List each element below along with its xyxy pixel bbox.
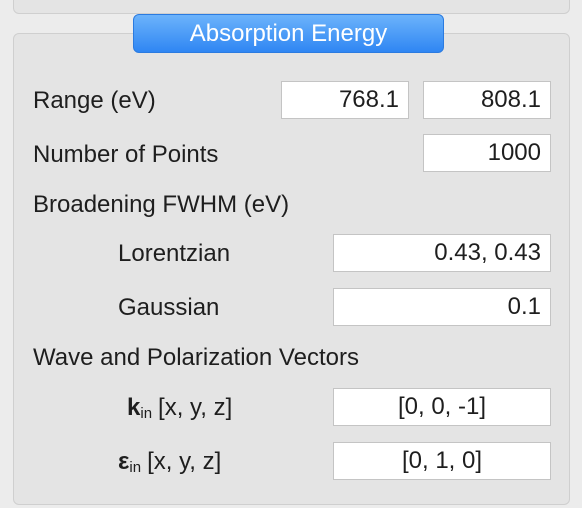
epsilon-in-label: εin [x, y, z] <box>118 447 221 483</box>
range-min-input[interactable]: 768.1 <box>281 81 409 119</box>
lorentzian-label: Lorentzian <box>118 240 231 267</box>
number-of-points-input[interactable]: 1000 <box>423 134 551 172</box>
lorentzian-input[interactable]: 0.43, 0.43 <box>333 234 551 272</box>
number-of-points-label: Number of Points <box>33 141 219 168</box>
epsilon-symbol: ε <box>118 448 130 475</box>
gaussian-input[interactable]: 0.1 <box>333 288 551 326</box>
epsilon-in-input[interactable]: [0, 1, 0] <box>333 442 551 480</box>
k-in-input[interactable]: [0, 0, -1] <box>333 388 551 426</box>
epsilon-suffix: [x, y, z] <box>147 448 222 475</box>
k-symbol: k <box>127 394 141 421</box>
k-suffix: [x, y, z] <box>158 394 233 421</box>
vectors-label: Wave and Polarization Vectors <box>33 344 359 371</box>
epsilon-subscript: in <box>129 459 142 476</box>
group-title-tab[interactable]: Absorption Energy <box>133 14 444 53</box>
k-subscript: in <box>140 405 153 422</box>
range-label: Range (eV) <box>33 87 156 114</box>
broadening-label: Broadening FWHM (eV) <box>33 191 290 218</box>
previous-group-box <box>13 0 570 14</box>
k-in-label: kin [x, y, z] <box>127 393 232 429</box>
range-max-input[interactable]: 808.1 <box>423 81 551 119</box>
gaussian-label: Gaussian <box>118 294 220 321</box>
